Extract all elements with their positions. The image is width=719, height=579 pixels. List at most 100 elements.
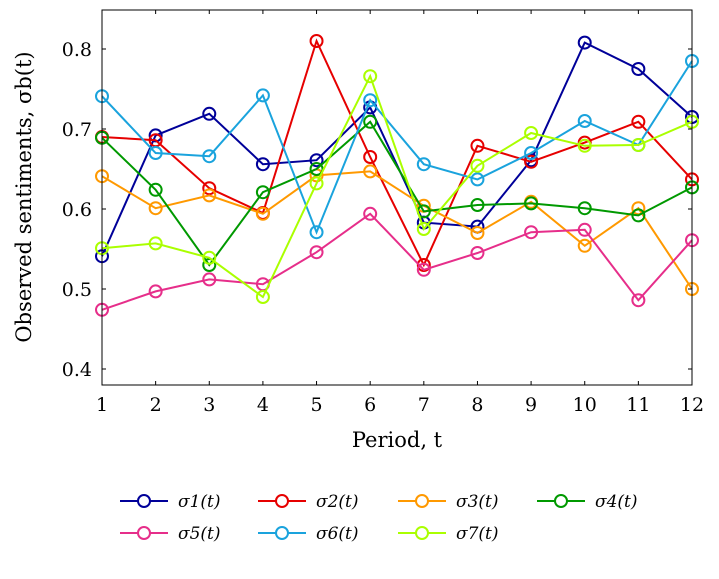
data-point [202, 106, 217, 121]
x-axis-label: Period, t [352, 428, 443, 452]
legend-entry: σ6(t) [258, 524, 359, 544]
data-point [363, 114, 378, 129]
series-layer [95, 34, 699, 317]
series-6 [95, 54, 699, 240]
x-tick-label: 5 [310, 394, 322, 416]
data-point [148, 201, 163, 216]
series-line [101, 212, 693, 311]
data-point [202, 149, 217, 164]
data-point [577, 114, 592, 128]
data-point [255, 206, 270, 221]
data-point [416, 157, 431, 172]
data-point [148, 236, 163, 251]
data-point [524, 154, 539, 169]
legend-label: σ4(t) [595, 492, 638, 512]
legend-marker [275, 526, 289, 540]
series-line [101, 60, 693, 235]
data-point [470, 172, 485, 187]
legend-marker [275, 494, 289, 508]
data-point [255, 185, 270, 200]
series-line [101, 73, 693, 299]
legend-marker [137, 494, 151, 508]
legend-marker [415, 494, 429, 508]
data-point [363, 69, 378, 84]
data-point [524, 146, 539, 160]
legend-marker [415, 526, 429, 540]
legend-label: σ2(t) [316, 492, 359, 512]
data-point [416, 222, 431, 236]
x-tick-label: 11 [626, 394, 650, 416]
x-tick-label: 3 [203, 394, 215, 416]
legend-entry: σ5(t) [120, 524, 221, 544]
data-point [524, 126, 539, 140]
data-point [202, 181, 217, 196]
series-line [101, 120, 693, 267]
data-point [309, 153, 324, 168]
legend-entry: σ2(t) [258, 492, 359, 512]
data-point [631, 138, 646, 152]
data-point [202, 188, 217, 203]
data-point [470, 138, 485, 153]
data-point [631, 114, 646, 129]
legend-label: σ3(t) [456, 492, 499, 512]
legend-marker [137, 526, 151, 540]
data-point [631, 208, 646, 223]
data-point [416, 262, 431, 277]
data-point [309, 176, 324, 191]
data-point [470, 198, 485, 212]
series-1 [95, 35, 699, 264]
y-tick-label: 0.4 [62, 359, 92, 381]
data-point [577, 138, 592, 153]
legend-entry: σ4(t) [537, 492, 638, 512]
x-tick-label: 10 [573, 394, 597, 416]
data-point [577, 35, 592, 50]
data-point [416, 258, 431, 272]
data-point [631, 293, 646, 308]
data-point [255, 157, 270, 172]
data-point [524, 196, 539, 211]
series-3 [95, 164, 699, 296]
data-point [363, 150, 378, 164]
y-tick-label: 0.5 [62, 279, 92, 301]
data-point [202, 272, 217, 287]
x-tick-label: 12 [680, 394, 704, 416]
data-point [363, 93, 378, 108]
series-line [101, 170, 693, 290]
x-tick-label: 6 [364, 394, 376, 416]
data-point [631, 201, 646, 216]
series-7 [95, 69, 699, 304]
legend-label: σ1(t) [178, 492, 221, 512]
data-point [148, 182, 163, 197]
data-point [577, 201, 592, 216]
y-axis-label: Observed sentiments, σb(t) [12, 51, 36, 342]
x-tick-label: 1 [96, 394, 108, 416]
data-point [524, 225, 539, 240]
y-tick-label: 0.7 [62, 119, 92, 141]
data-point [363, 164, 378, 179]
x-tick-label: 7 [418, 394, 430, 416]
data-point [470, 226, 485, 240]
x-tick-label: 2 [150, 394, 162, 416]
data-point [470, 158, 485, 173]
data-point [470, 246, 485, 260]
legend-entry: σ7(t) [398, 524, 499, 544]
x-tick-label: 4 [257, 394, 269, 416]
legend-entry: σ1(t) [120, 492, 221, 512]
data-point [363, 206, 378, 221]
legend: σ1(t) σ2(t) σ3(t) σ4(t) σ5(t) σ6(t) σ7(t) [120, 492, 638, 544]
legend-label: σ5(t) [178, 524, 221, 544]
plot-frame [101, 9, 693, 386]
series-5 [95, 206, 699, 317]
data-point [255, 290, 270, 304]
data-point [309, 162, 324, 176]
data-point [577, 238, 592, 253]
legend-label: σ6(t) [316, 524, 359, 544]
data-point [148, 284, 163, 299]
y-tick-label: 0.8 [62, 39, 92, 61]
legend-label: σ7(t) [456, 524, 499, 544]
data-point [577, 222, 592, 237]
data-point [309, 225, 324, 240]
data-point [631, 62, 646, 76]
x-tick-label: 8 [471, 394, 483, 416]
